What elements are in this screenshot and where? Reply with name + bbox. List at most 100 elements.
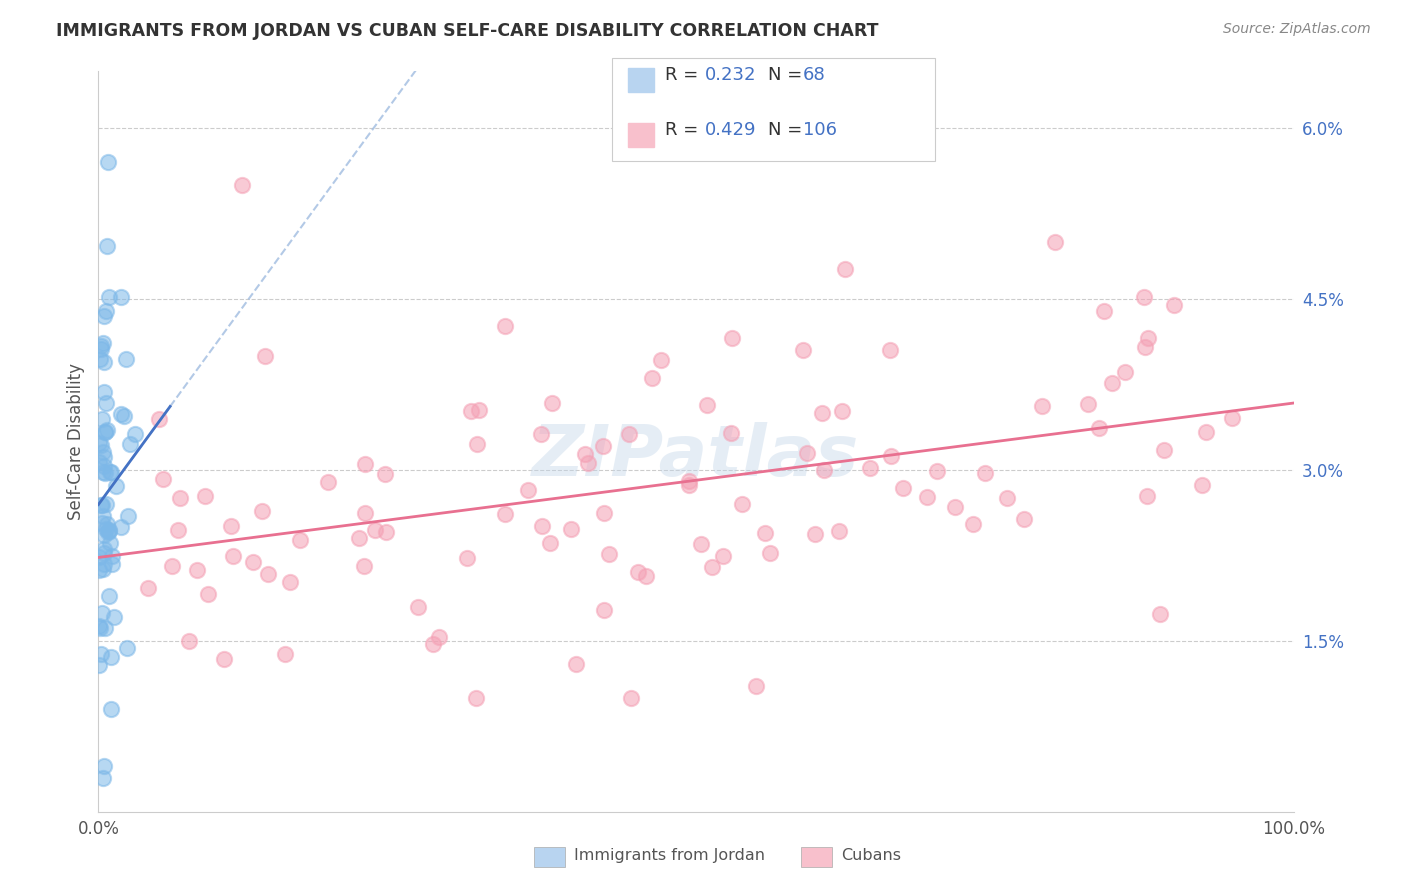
Point [720, 425, 742, 440]
Point [689, 537, 711, 551]
Point [354, 458, 377, 472]
Point [1114, 365, 1136, 379]
Point [641, 370, 664, 384]
Point [90, 498, 112, 512]
Point [98, 289, 121, 303]
Point [891, 481, 914, 495]
Point [796, 445, 818, 459]
Point [374, 467, 396, 482]
Point [1135, 489, 1157, 503]
Point [167, 523, 190, 537]
Point [90, 339, 112, 353]
Point [97, 155, 120, 169]
Point [592, 439, 614, 453]
Point [89, 351, 111, 366]
Point [1092, 304, 1115, 318]
Point [93, 542, 115, 557]
Point [93, 546, 115, 560]
Text: Immigrants from Jordan: Immigrants from Jordan [574, 848, 765, 863]
Point [274, 647, 297, 661]
Point [93, 425, 115, 439]
Point [124, 427, 146, 442]
Point [212, 652, 235, 666]
Point [813, 463, 835, 477]
Point [565, 657, 588, 671]
Point [98, 536, 121, 550]
Point [1043, 235, 1066, 250]
Point [943, 500, 966, 514]
Point [231, 178, 253, 193]
Point [93, 355, 115, 369]
Point [1101, 376, 1123, 391]
Text: IMMIGRANTS FROM JORDAN VS CUBAN SELF-CARE DISABILITY CORRELATION CHART: IMMIGRANTS FROM JORDAN VS CUBAN SELF-CAR… [56, 22, 879, 40]
Point [90, 438, 112, 452]
Point [177, 633, 200, 648]
Text: Cubans: Cubans [841, 848, 901, 863]
Point [531, 518, 554, 533]
Point [93, 385, 115, 400]
Point [91, 336, 114, 351]
Point [1031, 399, 1053, 413]
Text: R =: R = [665, 121, 704, 139]
Point [1087, 421, 1109, 435]
Point [460, 404, 482, 418]
Point [374, 525, 396, 540]
Point [256, 566, 278, 581]
Point [538, 536, 561, 550]
Point [87, 435, 110, 450]
Point [422, 637, 444, 651]
Point [494, 507, 516, 521]
Point [91, 444, 114, 458]
Point [962, 516, 984, 531]
Point [468, 402, 491, 417]
Point [110, 520, 132, 534]
Point [152, 472, 174, 486]
Point [702, 560, 724, 574]
Point [186, 563, 208, 577]
Point [517, 483, 540, 497]
Point [104, 479, 127, 493]
Point [1220, 410, 1243, 425]
Point [353, 558, 375, 573]
Point [353, 506, 375, 520]
Point [94, 466, 117, 480]
Text: 0.429: 0.429 [704, 121, 756, 139]
Point [115, 640, 138, 655]
Point [148, 412, 170, 426]
Point [222, 549, 245, 563]
Point [160, 558, 183, 573]
Point [87, 455, 110, 469]
Point [364, 524, 387, 538]
Text: Source: ZipAtlas.com: Source: ZipAtlas.com [1223, 22, 1371, 37]
Point [792, 343, 814, 357]
Point [89, 621, 111, 635]
Point [634, 569, 657, 583]
Point [1136, 331, 1159, 345]
Point [617, 426, 640, 441]
Point [91, 606, 114, 620]
Point [110, 407, 132, 421]
Point [97, 589, 120, 603]
Point [1012, 511, 1035, 525]
Point [120, 437, 142, 451]
Point [93, 527, 115, 541]
Point [101, 557, 124, 571]
Point [1149, 607, 1171, 621]
Point [347, 531, 370, 545]
Point [406, 599, 429, 614]
Point [93, 458, 115, 473]
Point [995, 491, 1018, 506]
Point [1163, 298, 1185, 312]
Point [627, 565, 650, 579]
Point [115, 351, 138, 366]
Point [915, 491, 938, 505]
Point [90, 648, 112, 662]
Point [96, 423, 118, 437]
Point [927, 464, 949, 478]
Point [100, 465, 122, 479]
Point [560, 522, 582, 536]
Point [100, 649, 122, 664]
Point [598, 547, 620, 561]
Text: 106: 106 [803, 121, 837, 139]
Point [759, 546, 782, 560]
